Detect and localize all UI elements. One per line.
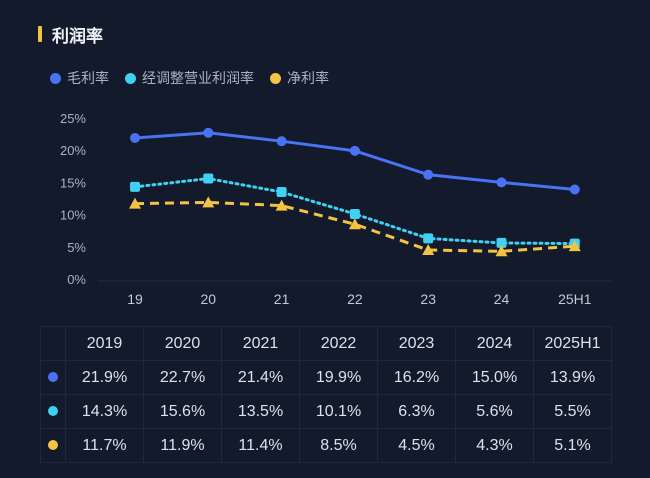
table-cell: 15.0% [455,360,534,395]
legend-dot-net [270,72,281,84]
data-point [203,127,214,138]
adjusted-dot-icon [48,405,58,416]
table-cell: 5.5% [533,394,612,429]
legend: 毛利率 经调整营业利润率 净利率 [50,68,345,88]
legend-dot-adjusted [125,72,136,84]
table-cell: 13.9% [533,360,612,395]
x-tick-label: 19 [127,291,143,307]
table-cell: 13.5% [221,394,300,429]
x-tick-label: 25H1 [558,291,592,307]
x-tick-label: 20 [201,291,217,307]
row-marker [40,360,66,395]
table-cell: 10.1% [299,394,378,429]
data-point [495,245,508,257]
data-point [129,197,141,209]
data-point [276,187,287,198]
x-tick-label: 22 [347,291,363,307]
table-header: 2022 [299,326,378,361]
data-point [496,237,507,248]
legend-dot-gross [50,72,61,84]
table-cell: 4.3% [455,428,534,463]
legend-item-net: 净利率 [270,68,329,88]
data-point [496,177,507,188]
table-corner [40,326,66,361]
y-tick-label: 15% [60,175,86,190]
table-header: 2023 [377,326,456,361]
data-point [349,208,360,219]
data-point [423,169,434,180]
data-point [422,244,435,256]
line-chart: 0% 5% 10% 15% 20% 25% 19 20 21 22 23 24 25H1 [60,111,612,307]
y-tick-label: 20% [60,143,86,158]
legend-label-adjusted: 经调整营业利润率 [142,70,254,86]
x-tick-label: 21 [274,291,290,307]
table-cell: 11.9% [143,428,222,463]
data-table: 2019 2020 2021 2022 2023 2024 2025H1 21.… [40,326,612,463]
title-accent-bar [38,26,42,42]
legend-item-gross: 毛利率 [50,68,109,88]
data-point [202,196,215,208]
y-tick-label: 5% [67,240,86,255]
data-point [568,240,581,252]
table-header-row: 2019 2020 2021 2022 2023 2024 2025H1 [40,326,612,361]
y-tick-label: 25% [60,111,86,126]
table-cell: 19.9% [299,360,378,395]
table-cell: 21.4% [221,360,300,395]
data-point [203,173,214,184]
chart-title: 利润率 [52,27,103,46]
table-cell: 5.6% [455,394,534,429]
table-cell: 6.3% [377,394,456,429]
gross-dot-icon [48,371,58,382]
x-tick-label: 23 [420,291,436,307]
legend-item-adjusted: 经调整营业利润率 [125,68,254,88]
x-tick-label: 24 [494,291,510,307]
series-line-0 [134,131,575,191]
table-header: 2019 [65,326,144,361]
table-header: 2025H1 [533,326,612,361]
net-dot-icon [48,439,58,450]
table-cell: 15.6% [143,394,222,429]
data-point [130,181,140,192]
data-point [349,145,360,156]
table-header: 2020 [143,326,222,361]
row-marker [40,394,66,429]
data-point [130,132,140,143]
table-header: 2021 [221,326,300,361]
legend-label-net: 净利率 [287,70,329,86]
row-marker [40,428,66,463]
legend-label-gross: 毛利率 [67,70,109,86]
table-header: 2024 [455,326,534,361]
table-row-gross: 21.9% 22.7% 21.4% 19.9% 16.2% 15.0% 13.9… [40,360,612,395]
table-cell: 8.5% [299,428,378,463]
data-point [348,218,361,230]
table-row-net: 11.7% 11.9% 11.4% 8.5% 4.5% 4.3% 5.1% [40,428,612,463]
table-cell: 11.4% [221,428,300,463]
table-cell: 22.7% [143,360,222,395]
data-point [275,199,288,211]
table-cell: 11.7% [65,428,144,463]
y-tick-label: 10% [60,208,86,223]
data-point [423,233,434,244]
table-row-adjusted: 14.3% 15.6% 13.5% 10.1% 6.3% 5.6% 5.5% [40,394,612,429]
table-cell: 21.9% [65,360,144,395]
table-cell: 4.5% [377,428,456,463]
table-cell: 16.2% [377,360,456,395]
data-point [569,184,580,195]
table-cell: 5.1% [533,428,612,463]
y-tick-label: 0% [67,272,86,287]
table-cell: 14.3% [65,394,144,429]
data-point [276,136,287,147]
